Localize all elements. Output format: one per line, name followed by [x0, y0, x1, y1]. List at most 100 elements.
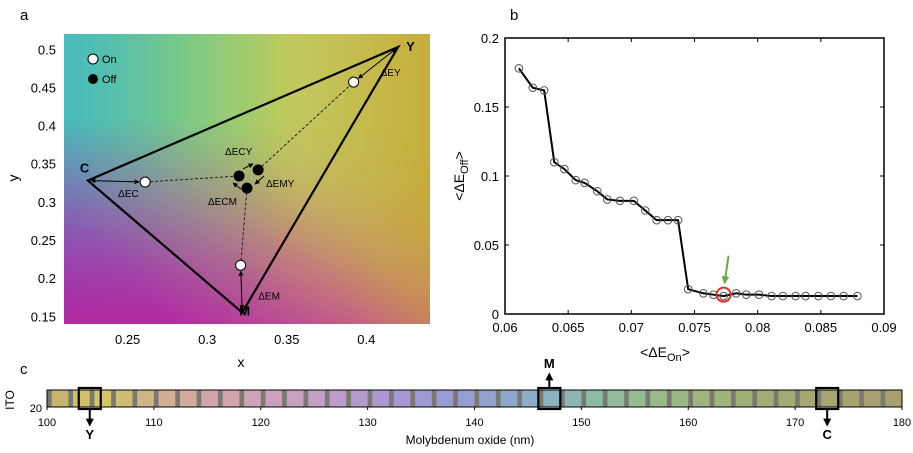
x-axis-label-c: Molybdenum oxide (nm) [406, 433, 535, 447]
legend-label-on: On [102, 54, 117, 66]
off-point [233, 170, 245, 182]
y-tick-label-a: 0.35 [31, 157, 56, 172]
data-point [826, 291, 836, 301]
data-point [778, 291, 788, 301]
data-point [699, 289, 708, 298]
color-cell [607, 390, 625, 407]
color-cell [799, 390, 817, 407]
color-cell [244, 390, 261, 407]
y-tick-label-b: 0 [492, 307, 499, 322]
optimum-arrow [721, 255, 730, 285]
color-cell [671, 390, 689, 407]
color-cell [714, 390, 731, 407]
color-cell [863, 390, 881, 407]
color-cell [479, 390, 496, 407]
delta-annotation: ΔEC [118, 189, 139, 200]
deltae-line-chart: 0.06 0.065 0.07 0.075 0.08 0.085 0.09 0 0.05 0.1 0… [451, 31, 897, 364]
panel-label-a: a [20, 7, 29, 24]
y-tick-label-a: 0.5 [38, 42, 56, 57]
y-axis-label-b: <ΔEOff> [451, 151, 471, 201]
series-line [518, 67, 858, 298]
data-point [528, 83, 538, 92]
x-axis-label-b: <ΔEOn> [640, 344, 690, 364]
vertex-label: C [80, 161, 90, 176]
y-tick-label-b: 0.05 [474, 238, 499, 253]
x-tick-label-a: 0.35 [274, 332, 299, 347]
vertex-label: Y [406, 39, 415, 54]
data-point [652, 215, 661, 225]
data-point [640, 206, 650, 215]
color-cell [436, 390, 454, 407]
x-tick-label-c: 110 [145, 417, 163, 429]
y-axis-label-c: ITO [3, 390, 17, 410]
data-point [719, 291, 728, 301]
highlight-label: C [822, 427, 832, 442]
color-cell [329, 390, 347, 407]
x-tick-label-c: 100 [38, 417, 56, 429]
color-cell [265, 390, 283, 407]
chromaticity-chart: 0.25 0.3 0.35 0.4 0.15 0.2 0.25 0.3 0.35 0.4 0.45 0… [5, 34, 430, 370]
y-tick-label-a: 0.25 [31, 233, 56, 248]
delta-annotation: ΔEMY [266, 179, 295, 190]
color-cell [222, 390, 240, 407]
color-cell [500, 390, 518, 407]
color-cell [821, 390, 838, 407]
y-axis-label-a: y [5, 175, 21, 182]
color-cell [543, 390, 560, 407]
color-cell [628, 390, 646, 407]
x-tick-label-c: 120 [252, 417, 270, 429]
x-tick-label-a: 0.4 [357, 332, 375, 347]
x-axis-label-a: x [238, 354, 245, 370]
x-tick-label-c: 140 [465, 417, 483, 429]
dashed-connector [145, 175, 240, 183]
delta-annotation: ΔECM [208, 197, 237, 208]
data-point [791, 291, 800, 301]
legend-marker-off [88, 74, 98, 84]
panel-label-b: b [510, 7, 518, 24]
data-point [853, 291, 862, 301]
y-tick-label-c: 20 [30, 403, 42, 415]
y-tick-label-a: 0.4 [38, 119, 56, 134]
data-point [571, 175, 581, 185]
data-point [580, 178, 589, 188]
color-cell [757, 390, 774, 407]
delta-arrow-c [90, 178, 140, 185]
data-point [539, 86, 549, 95]
dashed-connector [240, 188, 248, 266]
color-cell [286, 390, 304, 407]
color-cell [415, 390, 432, 407]
y-tick-label-a: 0.15 [31, 309, 56, 324]
delta-annotation: ΔECY [225, 147, 253, 158]
y-tick-label-b: 0.1 [481, 169, 499, 184]
gamut-triangle [85, 44, 401, 315]
x-tick-label-c: 130 [358, 417, 376, 429]
data-point [603, 195, 612, 204]
x-tick-label-a: 0.25 [115, 332, 140, 347]
delta-arrow-my [254, 175, 265, 185]
delta-arrow-y [357, 48, 397, 79]
color-cell [393, 390, 411, 407]
color-cell [457, 390, 475, 407]
legend-marker-on [87, 53, 99, 65]
data-point [629, 196, 639, 206]
x-tick-label-b: 0.085 [805, 320, 838, 335]
data-point [754, 290, 764, 299]
color-cell [73, 390, 90, 407]
highlight-label: M [544, 356, 555, 371]
color-cell [735, 390, 753, 407]
color-cell [564, 390, 582, 407]
data-point [801, 291, 810, 301]
color-cell [308, 390, 325, 407]
delta-arrow-m [238, 270, 245, 311]
chromaticity-background [64, 34, 430, 324]
data-point [514, 64, 524, 73]
color-cell [137, 390, 154, 407]
on-point [235, 259, 247, 271]
x-tick-label-b: 0.065 [552, 320, 585, 335]
data-point [839, 291, 848, 301]
legend: On Off [87, 53, 117, 86]
plot-frame-b [504, 37, 885, 315]
color-cell [586, 390, 603, 407]
vertex-label: M [239, 304, 250, 319]
